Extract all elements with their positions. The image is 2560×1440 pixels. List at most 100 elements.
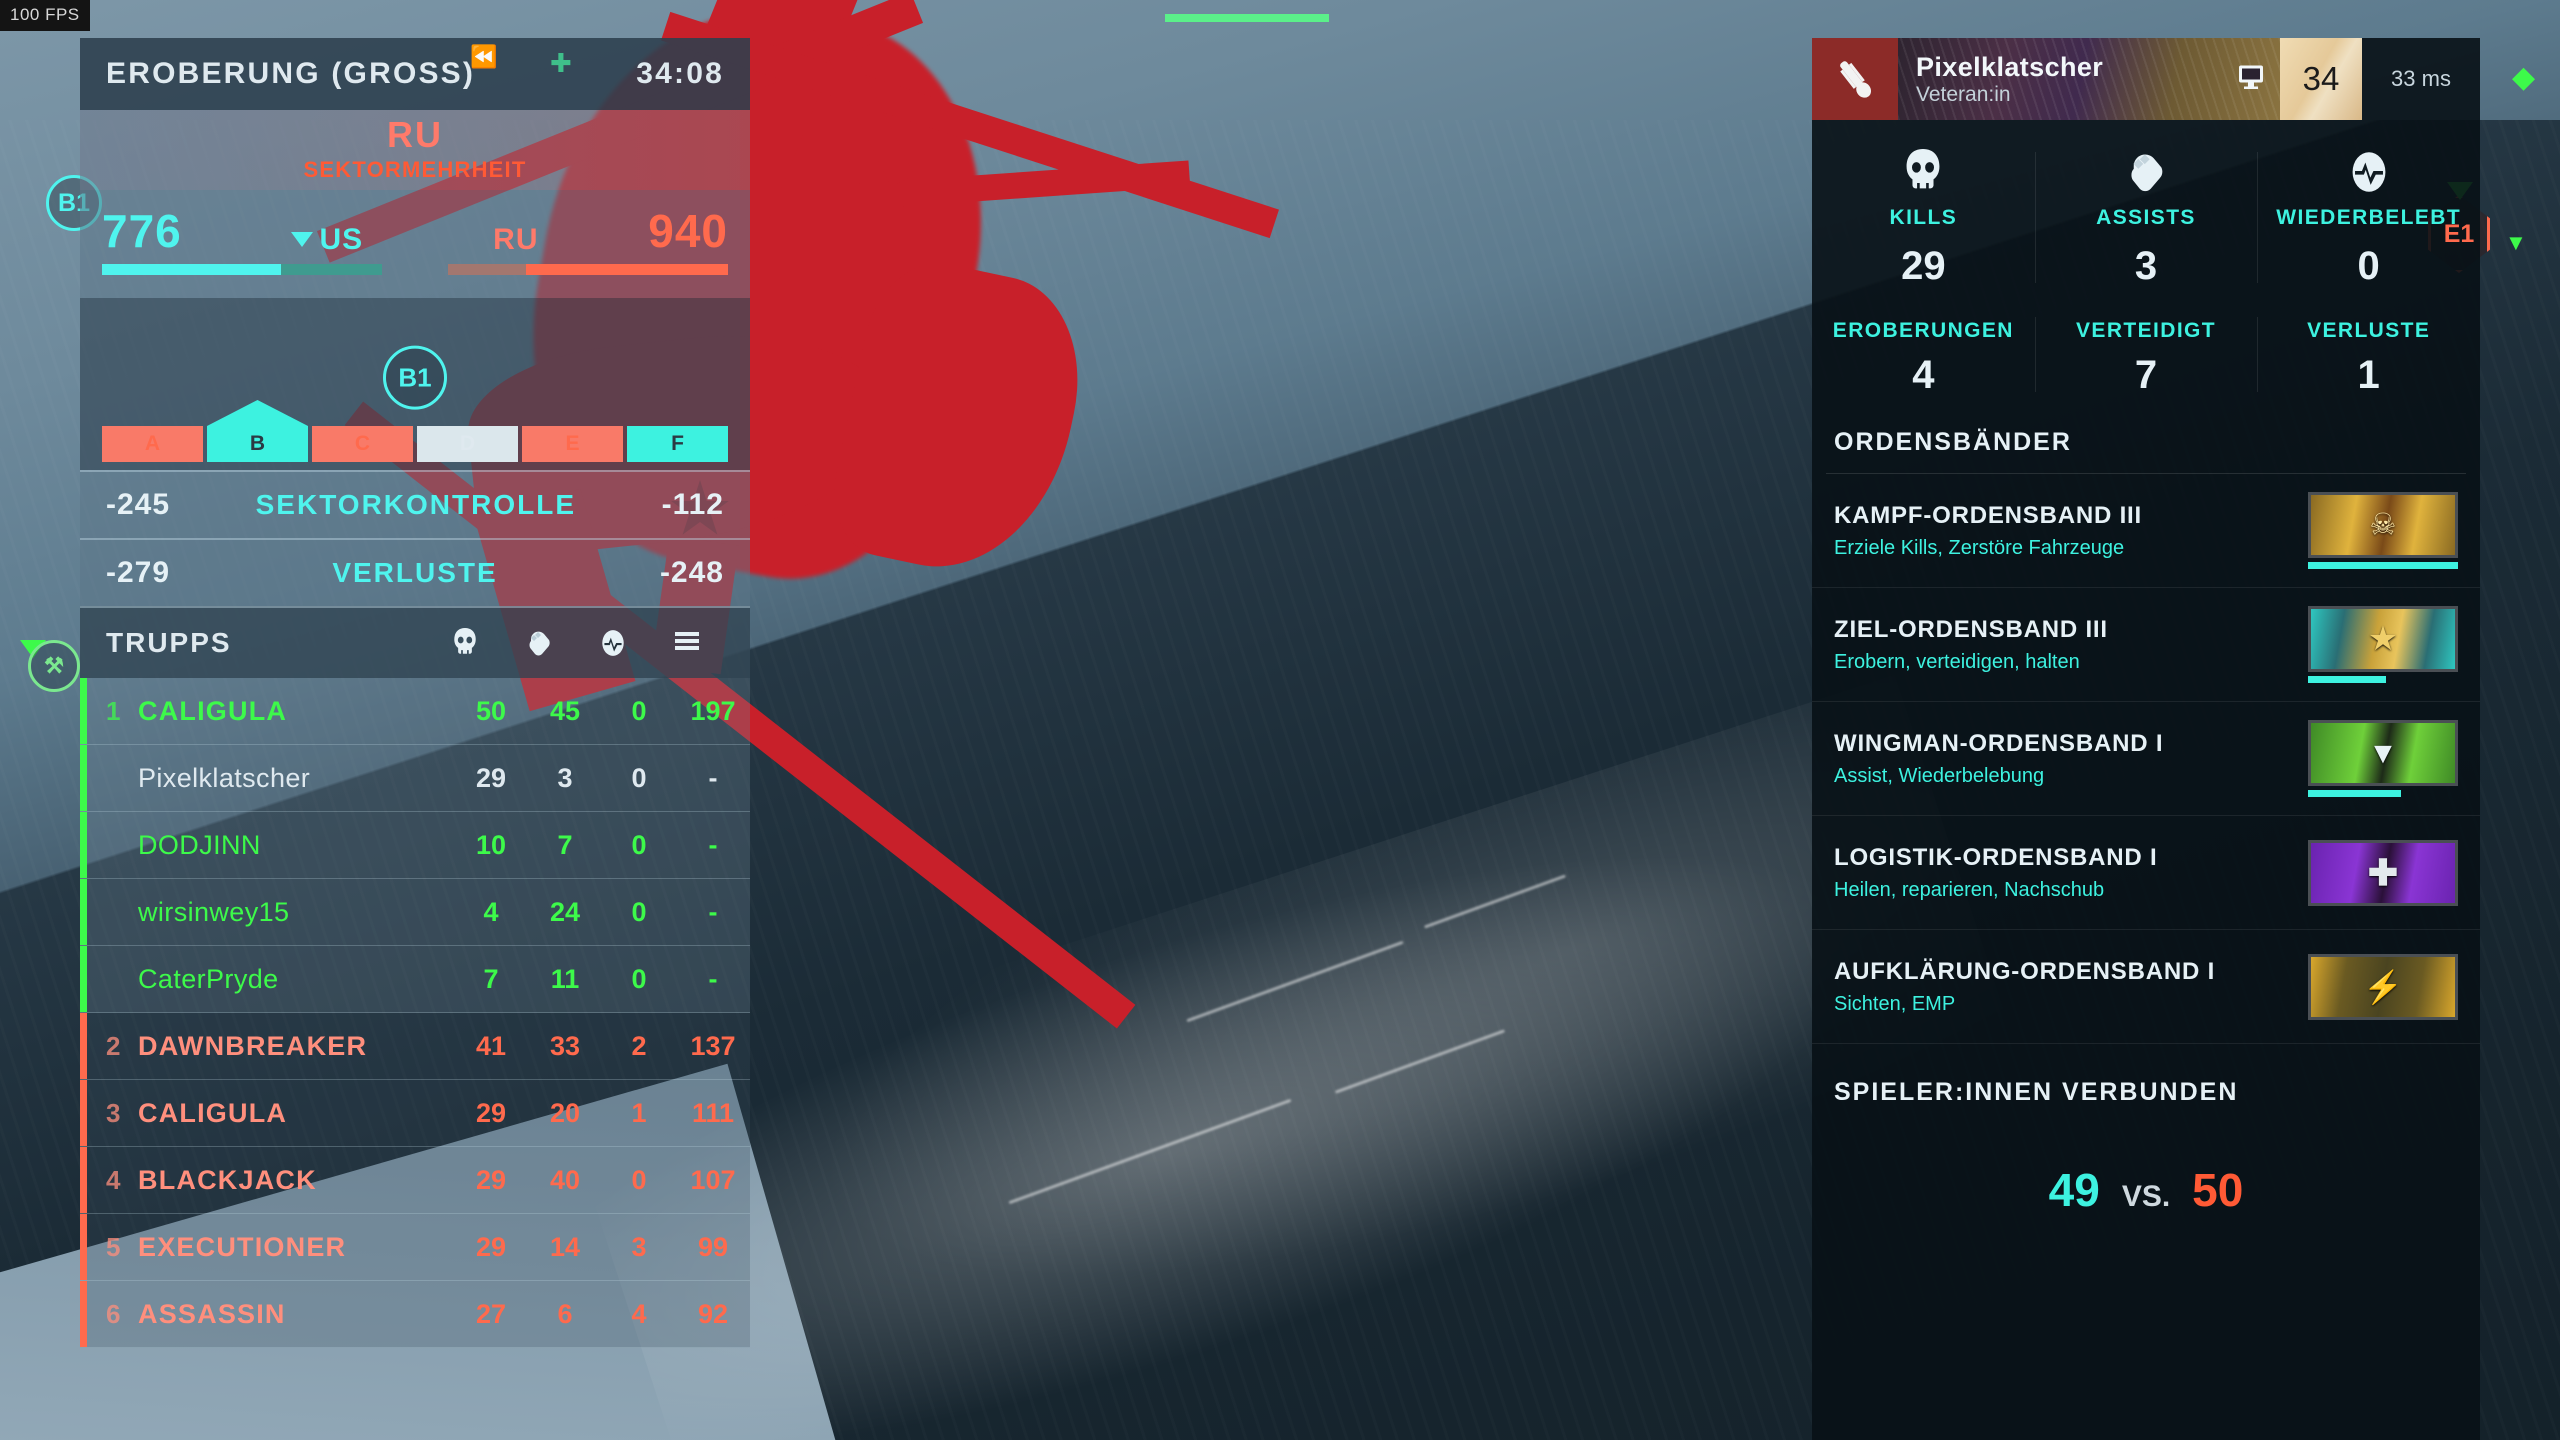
player-ping: 33 ms: [2391, 66, 2451, 91]
ribbon-name: LOGISTIK-ORDENSBAND I: [1834, 843, 2158, 871]
stat-label: WIEDERBELEBT: [2276, 206, 2462, 229]
kills-value: 10: [475, 829, 507, 860]
stat-captures: EROBERUNGEN 4: [1812, 311, 2035, 398]
leading-team-subtitle: SEKTORMEHRHEIT: [303, 157, 527, 182]
sector-c[interactable]: C: [312, 426, 413, 462]
fps-counter: 100 FPS: [0, 0, 90, 31]
ribbon-row[interactable]: AUFKLÄRUNG-ORDENSBAND I Sichten, EMP ⚡: [1812, 930, 2480, 1044]
squad-row[interactable]: 6 ASSASSIN 27 6 4 92: [80, 1281, 750, 1348]
ribbon-row[interactable]: ZIEL-ORDENSBAND III Erobern, verteidigen,…: [1812, 588, 2480, 702]
score-value: 107: [690, 1164, 736, 1195]
gamemode-title: EROBERUNG (GROSS): [106, 57, 476, 90]
ribbon-green-wing-icon: ▼: [2308, 720, 2458, 786]
stat-label: ASSISTS: [2096, 206, 2196, 229]
score-value: 99: [697, 1231, 729, 1262]
squad-row[interactable]: 4 BLACKJACK 29 40 0 107: [80, 1147, 750, 1214]
ribbon-row[interactable]: KAMPF-ORDENSBAND III Erziele Kills, Zerst…: [1812, 474, 2480, 588]
assists-value: 14: [549, 1231, 581, 1262]
squad-row[interactable]: 3 CALIGULA 29 20 1 111: [80, 1080, 750, 1147]
ribbon-gold-skull-icon: ☠: [2308, 492, 2458, 558]
player-header: Pixelklatscher Veteran:in 34 33 ms: [1812, 38, 2480, 120]
ribbon-description: Assist, Wiederbelebung: [1834, 764, 2045, 787]
ribbon-artwork: ★: [2308, 606, 2458, 683]
stat-value: 7: [2134, 353, 2158, 397]
player-row[interactable]: wirsinwey15 4 24 0 -: [80, 879, 750, 946]
stat-value: 0: [2357, 244, 2380, 288]
sector-d[interactable]: D: [417, 426, 518, 462]
team-accent-bar: [80, 946, 87, 1012]
revives-value: 0: [631, 963, 647, 994]
kills-value: 50: [475, 695, 507, 726]
world-marker-label: E1: [2443, 219, 2475, 248]
assists-value: 40: [549, 1164, 581, 1195]
team-accent-bar: [80, 1013, 87, 1079]
ribbon-row[interactable]: WINGMAN-ORDENSBAND I Assist, Wiederbelebu…: [1812, 702, 2480, 816]
player-row[interactable]: Pixelklatscher 29 3 0 -: [80, 745, 750, 812]
ru-ticket-bar: [448, 264, 728, 275]
ribbon-description: Erziele Kills, Zerstöre Fahrzeuge: [1834, 536, 2125, 559]
sector-label: A: [144, 432, 161, 455]
team-accent-bar: [80, 879, 87, 945]
squad-row[interactable]: 2 DAWNBREAKER 41 33 2 137: [80, 1013, 750, 1080]
ru-ticket-value: 940: [648, 205, 728, 257]
revives-value: 0: [631, 762, 647, 793]
player-row[interactable]: CaterPryde 7 11 0 -: [80, 946, 750, 1013]
map-flag-label: B1: [398, 362, 432, 393]
player-name: Pixelklatscher: [1916, 51, 2104, 82]
assists-value: 20: [549, 1097, 581, 1128]
team-accent-bar: [80, 1281, 87, 1347]
scoreboard-left-panel: EROBERUNG (GROSS) ⏪ ✚ 34:08 RU SEKTORMEH…: [80, 38, 750, 1348]
section-divider: [1826, 473, 2466, 474]
player-row[interactable]: DODJINN 10 7 0 -: [80, 812, 750, 879]
ribbon-row[interactable]: LOGISTIK-ORDENSBAND I Heilen, reparieren,…: [1812, 816, 2480, 930]
score-value: 111: [691, 1097, 735, 1128]
assists-value: 11: [550, 963, 580, 994]
ribbon-name: AUFKLÄRUNG-ORDENSBAND I: [1834, 957, 2216, 985]
squad-list: 1 CALIGULA 50 45 0 197 Pixelklatscher 29 3 0- DODJ…: [80, 678, 750, 1348]
sector-e[interactable]: E: [522, 426, 623, 462]
player-banner: Pixelklatscher Veteran:in: [1898, 38, 2280, 120]
sector-stat-row: -245 SEKTORKONTROLLE -112: [80, 470, 750, 538]
squad-row[interactable]: 5 EXECUTIONER 29 14 3 99: [80, 1214, 750, 1281]
leading-team-name: RU: [387, 114, 443, 155]
team-accent-bar: [80, 745, 87, 811]
team-accent-bar: [80, 812, 87, 878]
player-name: Pixelklatscher: [138, 762, 311, 793]
ribbon-description: Erobern, verteidigen, halten: [1834, 650, 2080, 673]
us-ticket-bar: [102, 264, 382, 275]
stat-label: EROBERUNGEN: [1832, 319, 2014, 342]
squad-rank: 6: [106, 1298, 121, 1329]
squad-rank: 5: [106, 1231, 121, 1262]
player-stats-row-secondary: EROBERUNGEN 4 VERTEIDIGT 7 VERLUSTE 1: [1812, 289, 2480, 398]
squad-rank: 3: [106, 1097, 121, 1128]
ribbons-section-title: ORDENSBÄNDER: [1834, 428, 2072, 456]
sector-a[interactable]: A: [102, 426, 203, 462]
score-value: 137: [690, 1030, 736, 1061]
ribbon-gold-star-icon: ★: [2308, 606, 2458, 672]
heartbeat-icon: ⚒: [44, 653, 64, 678]
chevron-down-icon: ▼: [2505, 230, 2527, 255]
stat-value: 3: [2134, 244, 2158, 288]
stat-assists: ASSISTS 3: [2034, 146, 2258, 289]
assists-value: 7: [557, 829, 573, 860]
revives-value: 3: [631, 1231, 647, 1262]
kills-value: 29: [475, 1097, 507, 1128]
ribbon-name: KAMPF-ORDENSBAND III: [1834, 501, 2142, 529]
sector-f[interactable]: F: [627, 426, 728, 462]
player-rank: Veteran:in: [1916, 82, 2011, 106]
sector-stat-row: -279 VERLUSTE -248: [80, 538, 750, 606]
ticket-counter: 776 US RU 940: [80, 190, 750, 298]
sector-b[interactable]: B: [207, 426, 308, 462]
player-stats-panel: Pixelklatscher Veteran:in 34 33 ms KILLS…: [1812, 38, 2480, 1440]
stat-kills: KILLS 29: [1812, 146, 2035, 289]
team-accent-bar: [80, 678, 87, 744]
score-value: -: [708, 762, 718, 793]
skull-icon: [428, 628, 502, 658]
player-name: wirsinwey15: [138, 896, 290, 927]
stat-defends: VERTEIDIGT 7: [2034, 311, 2258, 398]
ribbon-description: Heilen, reparieren, Nachschub: [1834, 878, 2105, 901]
us-ticket-value: 776: [102, 205, 182, 257]
sector-label: B: [249, 432, 266, 455]
stat-value: 29: [1901, 244, 1946, 288]
squad-row[interactable]: 1 CALIGULA 50 45 0 197: [80, 678, 750, 745]
